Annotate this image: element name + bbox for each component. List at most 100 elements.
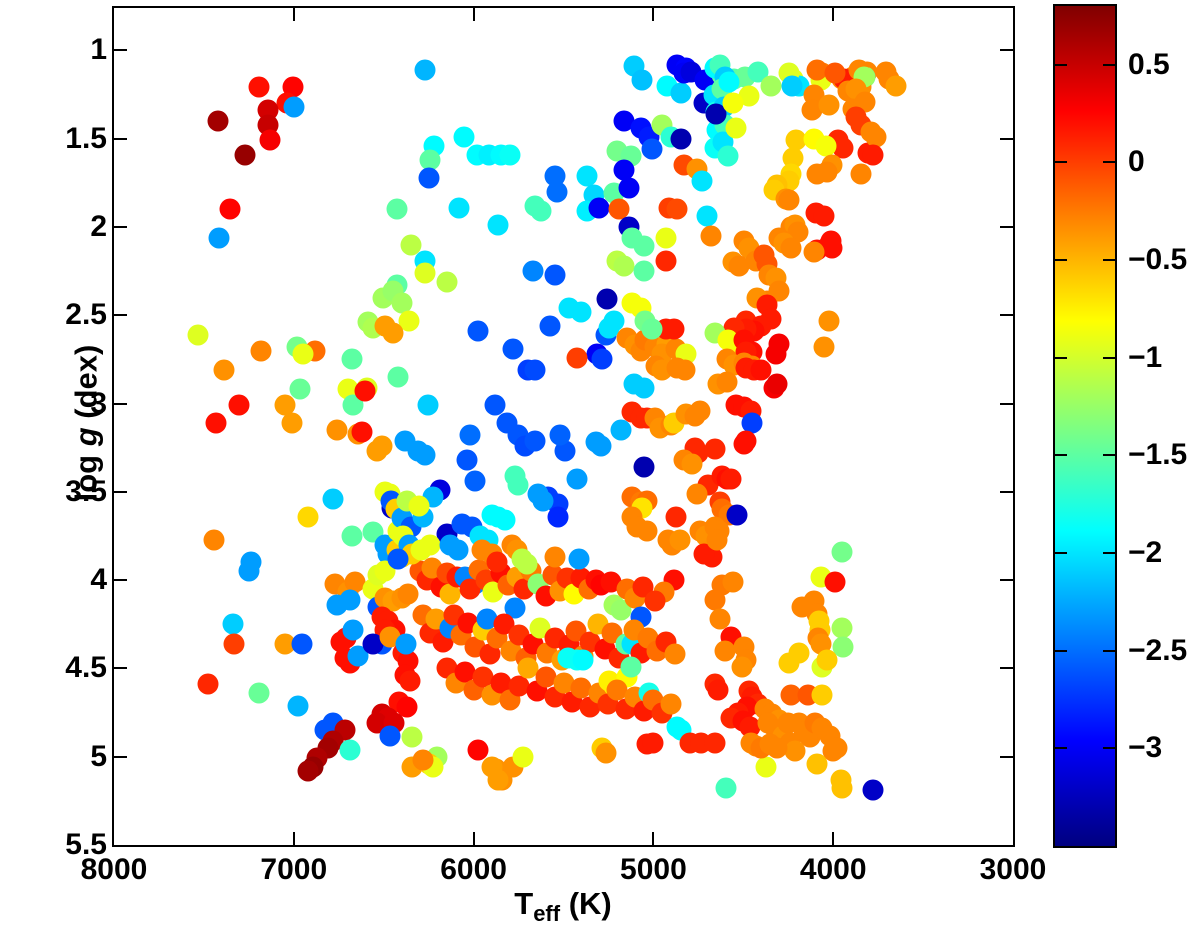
scatter-point: [706, 529, 727, 550]
scatter-point: [606, 679, 628, 701]
scatter-point: [570, 301, 592, 323]
scatter-point: [824, 571, 846, 593]
scatter-point: [467, 739, 489, 761]
x-tick: [832, 8, 835, 21]
y-tick-label: 3.5: [65, 474, 107, 508]
scatter-point: [780, 237, 802, 259]
scatter-point: [568, 548, 590, 570]
scatter-point: [818, 94, 840, 116]
plot-area: [112, 6, 1015, 847]
scatter-point: [722, 571, 743, 593]
x-axis-label-sub: eff: [533, 901, 561, 927]
x-tick: [292, 8, 295, 21]
scatter-point: [720, 468, 742, 490]
scatter-point: [810, 633, 832, 655]
scatter-point: [208, 227, 230, 249]
scatter-point: [670, 82, 692, 104]
scatter-point: [633, 456, 655, 478]
scatter-point: [395, 633, 417, 655]
scatter-point: [689, 400, 711, 422]
scatter-point: [665, 506, 687, 528]
y-tick: [1000, 314, 1013, 317]
scatter-point: [738, 85, 760, 107]
scatter-point: [223, 633, 245, 655]
y-tick: [114, 755, 127, 758]
scatter-point: [544, 165, 566, 187]
scatter-point: [588, 197, 610, 219]
y-axis-label-pre: log: [68, 446, 104, 502]
y-tick: [1000, 225, 1013, 228]
x-tick: [652, 8, 655, 21]
scatter-point: [467, 320, 489, 342]
scatter-point: [554, 440, 576, 462]
colorbar-tick-label: −3: [1128, 731, 1163, 765]
scatter-point: [546, 181, 568, 203]
scatter-point: [826, 737, 848, 759]
scatter-point: [704, 438, 726, 460]
colorbar-tick-label: −2: [1128, 535, 1163, 569]
scatter-point: [396, 696, 418, 718]
y-tick-label: 2.5: [65, 298, 107, 332]
y-tick-label: 4: [90, 563, 107, 597]
scatter-point: [816, 161, 838, 183]
scatter-point: [197, 673, 219, 695]
scatter-point: [504, 597, 526, 619]
scatter-point: [660, 693, 682, 715]
scatter-point: [707, 679, 729, 701]
scatter-point: [354, 380, 376, 402]
scatter-point: [351, 421, 373, 443]
scatter-point: [633, 235, 655, 257]
scatter-point: [642, 732, 664, 754]
scatter-point: [700, 225, 722, 247]
scatter-point: [281, 412, 303, 434]
x-tick-label: 3000: [979, 853, 1047, 886]
scatter-point: [768, 333, 790, 354]
scatter-point: [714, 640, 736, 662]
scatter-point: [535, 666, 557, 688]
scatter-point: [674, 359, 696, 381]
scatter-point: [362, 633, 384, 655]
scatter-point: [386, 198, 408, 220]
scatter-point: [618, 177, 640, 199]
scatter-point: [257, 114, 279, 136]
scatter-point: [781, 75, 803, 97]
scatter-point: [207, 110, 229, 132]
scatter-point: [663, 318, 685, 340]
scatter-point: [297, 506, 319, 528]
scatter-point: [322, 488, 344, 510]
scatter-point: [417, 394, 439, 416]
y-tick-label: 5.5: [65, 828, 107, 861]
colorbar-tick: [1055, 161, 1067, 164]
colorbar-tick: [1103, 258, 1115, 261]
scatter-point: [379, 725, 401, 747]
scatter-point: [544, 546, 566, 568]
scatter-point: [603, 310, 625, 332]
scatter-point: [219, 198, 241, 220]
y-tick: [114, 225, 127, 228]
scatter-point: [289, 378, 311, 400]
scatter-point: [414, 444, 436, 466]
scatter-point: [476, 608, 498, 630]
scatter-point: [818, 310, 840, 332]
scatter-point: [600, 571, 622, 593]
scatter-point: [400, 234, 422, 256]
x-tick-label: 6000: [440, 853, 507, 886]
scatter-point: [806, 753, 828, 775]
x-tick: [472, 8, 475, 21]
scatter-point: [454, 661, 476, 683]
scatter-point: [494, 509, 516, 531]
scatter-point: [418, 167, 440, 189]
x-tick-label: 8000: [80, 853, 148, 886]
scatter-point: [631, 69, 653, 91]
scatter-point: [576, 165, 598, 187]
scatter-point: [623, 373, 645, 395]
scatter-point: [459, 424, 481, 446]
scatter-point: [337, 378, 359, 400]
scatter-point: [570, 677, 592, 699]
scatter-point: [572, 649, 594, 671]
colorbar-tick: [1055, 63, 1067, 66]
scatter-point: [717, 329, 739, 351]
scatter-point: [862, 144, 884, 166]
colorbar: [1053, 4, 1117, 848]
colorbar-tick-label: −1.5: [1128, 438, 1188, 472]
